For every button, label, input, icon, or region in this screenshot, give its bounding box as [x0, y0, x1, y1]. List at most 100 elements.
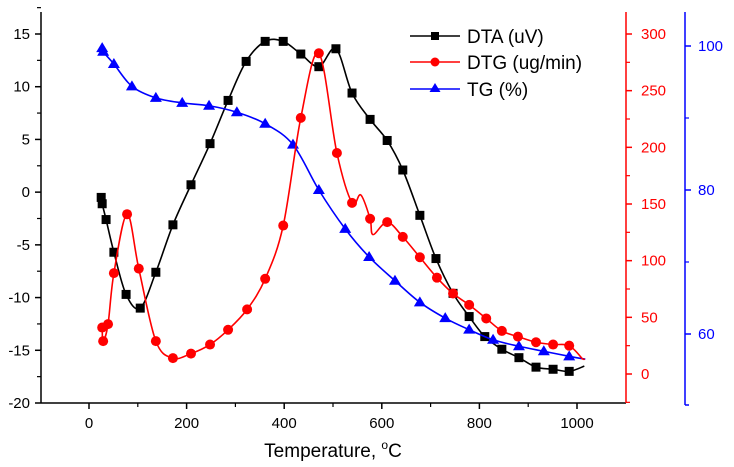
data-point-circle — [278, 220, 289, 231]
legend-entry-dtg: DTG (ug/min) — [410, 53, 582, 74]
data-point-triangle — [388, 274, 401, 285]
data-point-square — [121, 289, 131, 299]
data-point-circle — [167, 353, 178, 364]
data-point-square — [186, 180, 196, 190]
x-tick-label: 600 — [369, 415, 394, 432]
data-point-circle — [122, 209, 133, 220]
data-point-square — [278, 36, 288, 46]
legend: DTA (uV) DTG (ug/min) TG (%) — [410, 27, 582, 101]
x-tick-label: 400 — [272, 415, 297, 432]
data-point-square — [431, 254, 441, 264]
data-point-circle — [103, 319, 114, 330]
x-tick-label: 0 — [85, 415, 93, 432]
red-y-tick-label: 100 — [641, 253, 666, 270]
data-point-triangle — [203, 99, 216, 110]
left-y-tick-label: 0 — [22, 184, 30, 201]
data-point-square — [415, 210, 425, 220]
data-point-square — [96, 192, 106, 202]
data-point-square — [205, 139, 215, 149]
legend-dta-label: DTA (uV) — [467, 27, 544, 48]
left-y-tick-label: 10 — [13, 79, 30, 96]
left-y-tick-label: -20 — [8, 395, 30, 412]
data-point-circle — [464, 299, 475, 310]
data-point-square — [314, 62, 324, 72]
legend-entry-dta: DTA (uV) — [410, 27, 544, 48]
data-point-square — [464, 312, 474, 322]
data-point-triangle — [487, 333, 500, 344]
x-tick-label: 800 — [467, 415, 492, 432]
blue-y-tick-label: 60 — [698, 326, 715, 343]
data-point-circle — [448, 288, 459, 299]
blue-y-tick-label: 80 — [698, 182, 715, 199]
data-point-square — [564, 366, 574, 376]
red-y-tick-label: 200 — [641, 139, 666, 156]
x-axis-title-main: Temperature, — [264, 441, 381, 462]
data-point-square — [223, 95, 233, 105]
data-point-circle — [481, 313, 492, 324]
data-point-triangle — [149, 91, 162, 102]
data-point-circle — [431, 272, 442, 283]
data-point-circle — [108, 268, 119, 279]
data-point-circle — [397, 231, 408, 242]
data-point-triangle — [259, 117, 272, 128]
data-point-triangle — [363, 250, 376, 261]
data-point-triangle — [413, 296, 426, 307]
legend-dta-square-marker — [431, 32, 439, 40]
legend-tg-label: TG (%) — [467, 80, 528, 101]
data-point-triangle — [563, 350, 576, 361]
series-line — [101, 47, 586, 360]
data-point-circle — [260, 273, 271, 284]
data-point-square — [398, 165, 408, 175]
data-point-triangle — [312, 184, 325, 194]
data-point-square — [241, 56, 251, 66]
data-point-circle — [347, 197, 358, 208]
x-axis-title: Temperature, oC — [264, 438, 402, 462]
data-point-square — [331, 44, 341, 54]
data-point-square — [260, 36, 270, 46]
data-point-triangle — [97, 45, 110, 56]
data-point-circle — [313, 48, 324, 59]
red-y-tick-label: 250 — [641, 83, 666, 100]
x-tick-label: 1000 — [560, 415, 593, 432]
left-y-tick-label: 15 — [13, 26, 30, 43]
data-point-square — [347, 88, 357, 98]
left-y-tick-label: 5 — [22, 131, 30, 148]
data-point-circle — [185, 348, 196, 359]
data-point-square — [135, 303, 145, 313]
data-point-circle — [548, 339, 559, 350]
data-point-triangle — [537, 345, 550, 356]
series-dtg — [97, 48, 585, 364]
data-point-square — [101, 215, 111, 225]
data-point-triangle — [439, 312, 452, 323]
legend-entry-tg: TG (%) — [410, 80, 528, 101]
data-point-square — [296, 49, 306, 59]
data-point-triangle — [125, 80, 138, 91]
data-point-triangle — [176, 96, 189, 107]
data-point-circle — [512, 331, 523, 342]
red-y-tick-label: 150 — [641, 196, 666, 213]
data-point-triangle — [512, 340, 525, 351]
data-point-circle — [564, 340, 575, 351]
axes — [40, 12, 686, 405]
data-point-circle — [295, 112, 306, 123]
data-point-square — [151, 267, 161, 277]
data-point-triangle — [339, 222, 352, 233]
data-point-square — [531, 362, 541, 372]
red-y-tick-label: 50 — [641, 309, 658, 326]
data-point-circle — [331, 148, 342, 158]
x-axis-title-degree: o — [381, 438, 388, 452]
blue-y-tick-label: 100 — [698, 38, 723, 55]
data-point-square — [382, 135, 392, 145]
x-tick-label: 200 — [174, 415, 199, 432]
data-point-circle — [496, 325, 507, 336]
data-point-square — [514, 353, 524, 363]
red-y-tick-label: 300 — [641, 26, 666, 43]
legend-dtg-label: DTG (ug/min) — [467, 53, 582, 74]
data-point-triangle — [463, 323, 476, 334]
data-point-triangle — [230, 106, 243, 117]
data-point-square — [97, 199, 107, 209]
data-point-square — [548, 364, 558, 374]
left-y-tick-label: -5 — [17, 237, 30, 254]
data-point-circle — [531, 337, 542, 348]
data-point-circle — [242, 304, 253, 315]
